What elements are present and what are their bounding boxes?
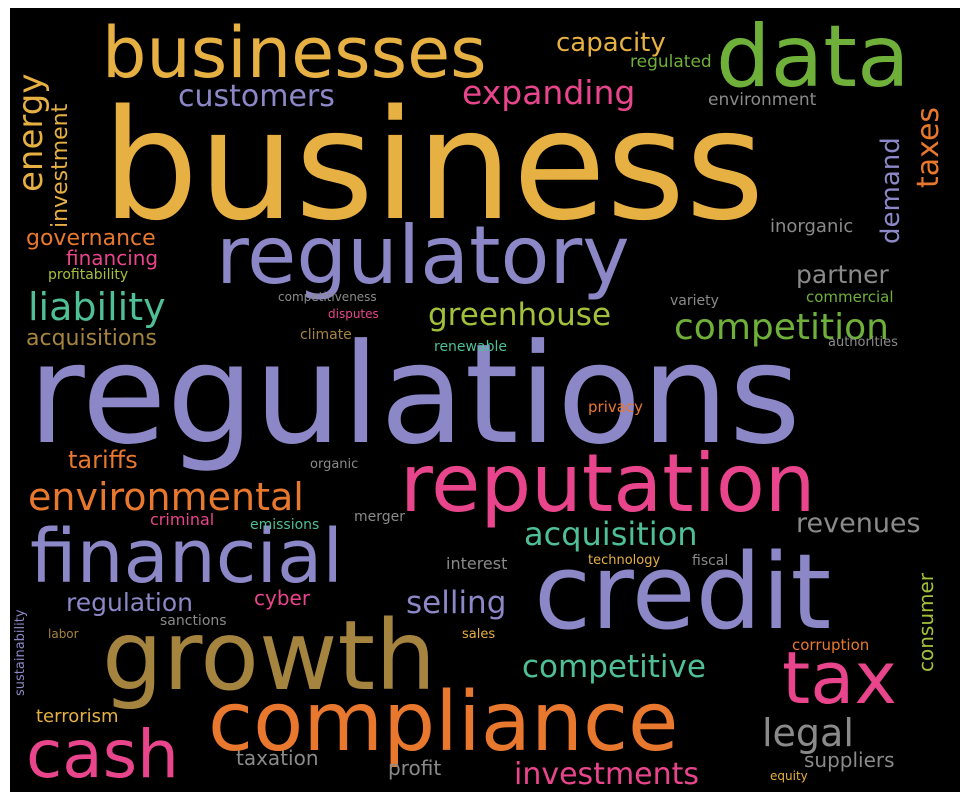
word-privacy: privacy <box>588 398 644 416</box>
word-profitability: profitability <box>48 267 129 283</box>
word-regulations: regulations <box>28 314 801 475</box>
word-profit: profit <box>388 756 442 780</box>
word-interest: interest <box>446 554 508 573</box>
word-investment: investment <box>48 103 73 228</box>
word-equity: equity <box>770 769 808 783</box>
word-data: data <box>716 8 910 107</box>
word-variety: variety <box>670 293 719 309</box>
word-acquisition: acquisition <box>524 515 698 553</box>
word-customers: customers <box>178 79 335 114</box>
word-corruption: corruption <box>792 636 870 654</box>
word-taxes: taxes <box>911 106 946 188</box>
word-renewable: renewable <box>434 339 507 355</box>
word-legal: legal <box>762 711 854 755</box>
word-sustainability: sustainability <box>13 609 28 696</box>
word-cash: cash <box>26 716 179 792</box>
word-regulatory: regulatory <box>216 209 630 302</box>
word-competitiveness: competitiveness <box>278 290 377 304</box>
word-regulation: regulation <box>66 588 193 617</box>
word-energy-vertical: energy <box>11 73 51 192</box>
word-taxation: taxation <box>236 746 319 770</box>
word-tariffs: tariffs <box>68 446 138 474</box>
word-partner: partner <box>796 260 889 289</box>
word-competitive: competitive <box>522 649 706 685</box>
word-liability: liability <box>28 285 166 329</box>
word-tax: tax <box>782 636 897 720</box>
word-authorities: authorities <box>828 335 898 350</box>
word-consumer: consumer <box>914 572 938 672</box>
word-labor: labor <box>48 627 79 641</box>
word-regulated: regulated <box>630 52 712 72</box>
word-environmental: environmental <box>28 475 304 519</box>
word-criminal: criminal <box>150 510 215 529</box>
word-greenhouse: greenhouse <box>428 297 612 333</box>
word-expanding: expanding <box>462 73 636 112</box>
word-capacity: capacity <box>556 28 666 58</box>
word-fiscal: fiscal <box>692 553 729 569</box>
word-business: business <box>102 77 765 254</box>
word-reputation: reputation <box>400 437 816 530</box>
word-emissions: emissions <box>250 517 320 533</box>
word-merger: merger <box>354 509 406 525</box>
word-acquisitions: acquisitions <box>26 326 157 351</box>
word-commercial: commercial <box>806 288 894 306</box>
word-investments: investments <box>514 757 700 792</box>
word-credit: credit <box>534 531 832 653</box>
word-cyber: cyber <box>254 586 311 610</box>
word-technology: technology <box>588 553 661 568</box>
word-disputes: disputes <box>328 307 379 321</box>
word-climate: climate <box>300 327 352 343</box>
word-sales: sales <box>462 627 496 642</box>
word-financial: financial <box>30 514 343 600</box>
word-businesses: businesses <box>102 12 487 94</box>
word-organic: organic <box>310 457 359 472</box>
word-cloud: business regulations businesses data reg… <box>10 8 960 792</box>
word-governance: governance <box>26 226 156 251</box>
word-inorganic: inorganic <box>770 216 854 237</box>
word-sanctions: sanctions <box>160 613 227 629</box>
word-suppliers: suppliers <box>804 748 895 772</box>
word-selling: selling <box>406 585 507 621</box>
word-revenues: revenues <box>796 508 921 539</box>
word-competition: competition <box>674 307 889 348</box>
word-growth: growth <box>102 600 437 712</box>
word-terrorism: terrorism <box>36 706 119 727</box>
word-environment: environment <box>708 90 817 110</box>
word-compliance: compliance <box>208 675 679 770</box>
word-financing: financing <box>66 246 159 270</box>
word-demand: demand <box>876 137 906 244</box>
